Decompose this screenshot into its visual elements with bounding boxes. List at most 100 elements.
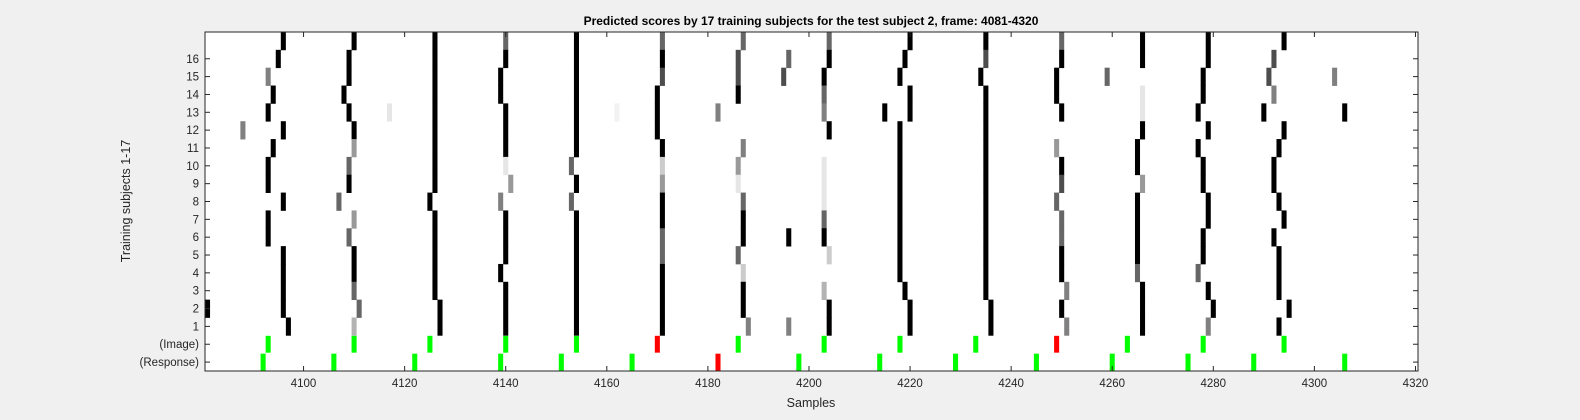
chart-title: Predicted scores by 17 training subjects… — [584, 14, 1039, 28]
score-cell — [1104, 67, 1110, 86]
image-marker-correct — [265, 335, 271, 353]
score-cell — [280, 246, 286, 265]
score-cell — [745, 317, 751, 336]
score-cell — [351, 281, 357, 301]
score-cell — [503, 49, 509, 69]
score-cell — [659, 192, 665, 211]
y-axis-label: Training subjects 1-17 — [119, 140, 133, 263]
score-cell — [897, 156, 903, 176]
score-cell — [265, 103, 271, 122]
score-cell — [265, 210, 271, 229]
score-cell — [1195, 103, 1201, 122]
score-cell — [1059, 156, 1065, 176]
score-cell — [336, 192, 342, 211]
image-marker-correct — [1124, 335, 1130, 353]
score-cell — [659, 139, 665, 158]
score-cell — [1134, 263, 1141, 283]
score-cell — [573, 317, 579, 336]
score-cell — [659, 174, 665, 193]
response-marker-correct — [877, 353, 883, 371]
score-cell — [826, 299, 832, 318]
score-cell — [265, 228, 271, 247]
score-cell — [1134, 156, 1141, 176]
score-cell — [1059, 299, 1065, 318]
score-cell — [983, 263, 989, 283]
score-cell — [1200, 246, 1206, 265]
plot-area — [205, 32, 1418, 371]
score-cell — [1059, 228, 1065, 247]
score-cell — [1205, 192, 1211, 211]
score-cell — [1281, 32, 1287, 51]
x-tick-label: 4280 — [1201, 378, 1227, 390]
score-cell — [573, 121, 579, 140]
score-cell — [1276, 192, 1282, 211]
score-cell — [573, 67, 579, 86]
score-cell — [503, 121, 509, 140]
score-cell — [351, 139, 357, 158]
score-cell — [826, 317, 832, 336]
score-cell — [902, 49, 908, 69]
response-marker-correct — [331, 353, 337, 371]
y-tick-label: 4 — [193, 268, 200, 280]
score-cell — [280, 121, 286, 140]
score-cell — [503, 246, 509, 265]
y-tick-label: 6 — [193, 232, 199, 244]
score-cell — [1271, 228, 1277, 247]
score-cell — [1140, 49, 1146, 69]
score-cell — [897, 121, 903, 140]
score-cell — [432, 85, 438, 104]
score-cell — [1140, 103, 1146, 122]
score-cell — [740, 192, 746, 211]
score-cell — [346, 228, 352, 247]
score-cell — [503, 156, 509, 176]
response-marker-correct — [953, 353, 959, 371]
score-cell — [983, 85, 989, 104]
score-cell — [983, 121, 989, 140]
score-cell — [1059, 49, 1065, 69]
score-cell — [498, 85, 504, 104]
score-cell — [432, 174, 438, 193]
score-cell — [351, 317, 357, 336]
y-tick-label: (Response) — [140, 357, 200, 369]
image-marker-correct — [897, 335, 903, 353]
score-cell — [907, 317, 913, 336]
x-tick-label: 4200 — [796, 378, 822, 390]
score-cell — [568, 156, 574, 176]
score-cell — [988, 317, 994, 336]
score-cell — [1059, 246, 1065, 265]
y-tick-label: 15 — [186, 72, 199, 84]
score-cell — [781, 67, 787, 86]
score-cell — [1140, 32, 1146, 51]
score-cell — [897, 210, 903, 229]
score-cell — [1210, 299, 1216, 318]
score-cell — [503, 317, 509, 336]
score-cell — [1134, 228, 1141, 247]
score-cell — [346, 156, 352, 176]
score-cell — [735, 85, 741, 104]
image-marker-correct — [821, 335, 827, 353]
score-cell — [1200, 228, 1206, 247]
score-cell — [826, 121, 832, 140]
score-cell — [1205, 281, 1211, 301]
score-cell — [715, 103, 721, 122]
score-cell — [821, 210, 827, 229]
score-cell — [573, 85, 579, 104]
score-cell — [1064, 317, 1070, 336]
score-cell — [503, 210, 509, 229]
score-cell — [735, 174, 741, 193]
y-tick-label: 14 — [186, 89, 199, 101]
score-cell — [1140, 121, 1146, 140]
score-cell — [275, 49, 281, 69]
score-cell — [1271, 49, 1277, 69]
score-cell — [265, 67, 271, 86]
score-cell — [902, 281, 908, 301]
score-cell — [280, 281, 286, 301]
score-cell — [614, 103, 620, 122]
score-cell — [270, 139, 276, 158]
score-cell — [983, 139, 989, 158]
score-cell — [786, 228, 792, 247]
x-tick-label: 4160 — [594, 378, 620, 390]
score-cell — [654, 121, 660, 140]
score-cell — [573, 299, 579, 318]
